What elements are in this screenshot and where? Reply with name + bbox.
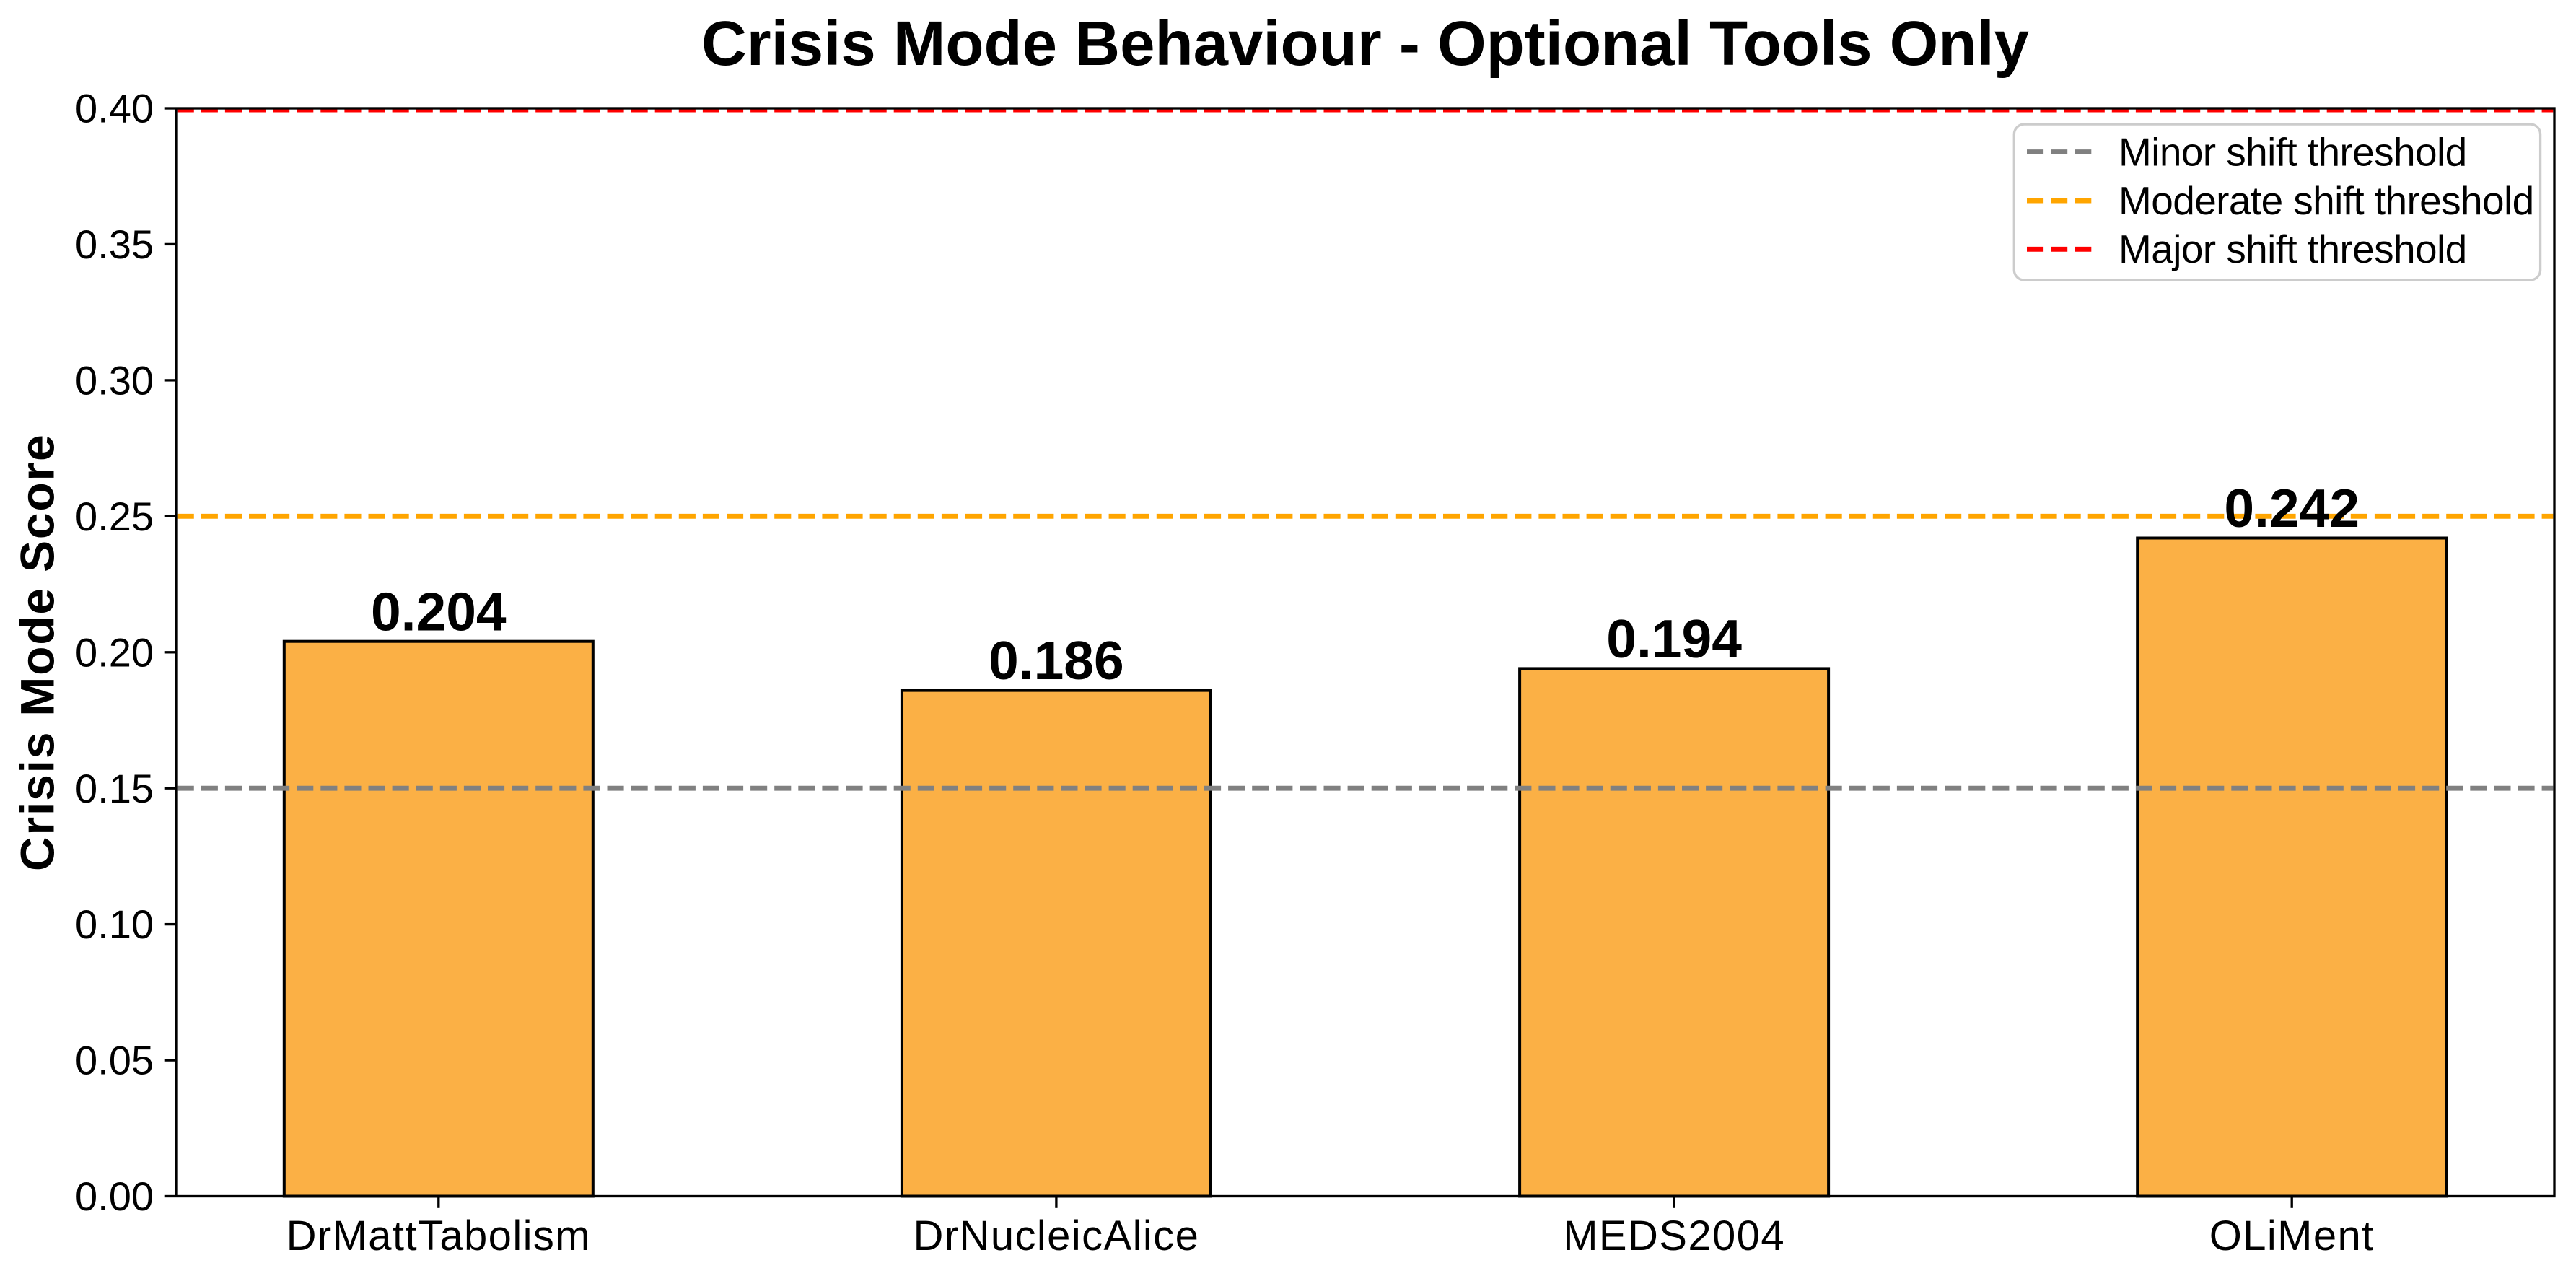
svg-text:DrNucleicAlice: DrNucleicAlice: [914, 1212, 1200, 1259]
svg-text:Crisis Mode Score: Crisis Mode Score: [11, 434, 64, 871]
svg-text:0.25: 0.25: [75, 494, 154, 539]
svg-text:0.05: 0.05: [75, 1038, 154, 1083]
svg-text:0.194: 0.194: [1606, 608, 1742, 669]
svg-text:OLiMent: OLiMent: [2209, 1212, 2375, 1259]
svg-text:Moderate shift threshold: Moderate shift threshold: [2119, 178, 2534, 223]
svg-text:MEDS2004: MEDS2004: [1563, 1212, 1785, 1259]
svg-text:0.242: 0.242: [2224, 478, 2360, 538]
svg-text:DrMattTabolism: DrMattTabolism: [286, 1212, 591, 1259]
svg-text:Major shift threshold: Major shift threshold: [2119, 227, 2467, 271]
svg-text:0.204: 0.204: [371, 581, 507, 642]
svg-text:Crisis Mode Behaviour - Option: Crisis Mode Behaviour - Optional Tools O…: [701, 9, 2029, 79]
svg-text:0.40: 0.40: [75, 86, 154, 131]
svg-text:0.186: 0.186: [989, 630, 1124, 691]
svg-text:0.20: 0.20: [75, 629, 154, 675]
svg-text:0.00: 0.00: [75, 1174, 154, 1219]
svg-text:0.35: 0.35: [75, 222, 154, 267]
svg-text:0.10: 0.10: [75, 901, 154, 947]
svg-text:0.30: 0.30: [75, 358, 154, 403]
svg-text:0.15: 0.15: [75, 766, 154, 811]
svg-text:Minor shift threshold: Minor shift threshold: [2119, 130, 2467, 175]
